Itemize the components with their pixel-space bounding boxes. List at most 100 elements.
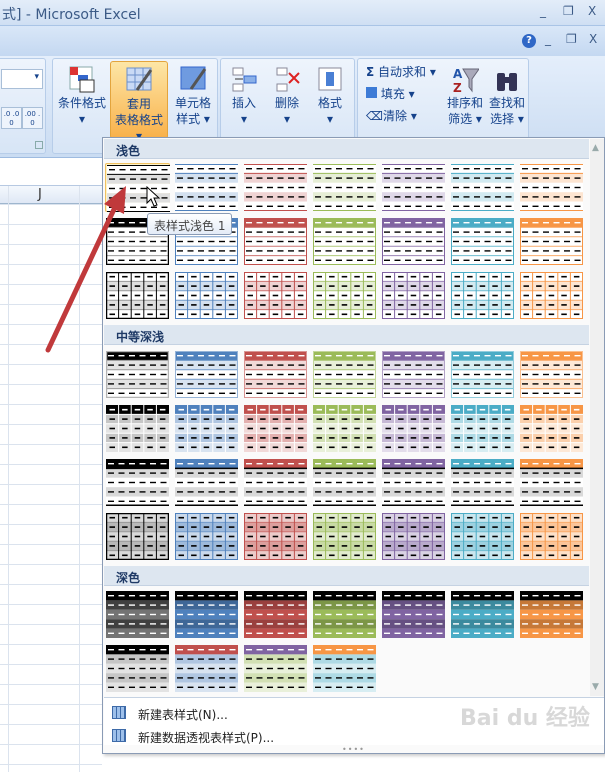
table-style-d1-6[interactable] <box>450 590 515 639</box>
table-style-d1-4[interactable] <box>312 590 377 639</box>
table-style-m1-4[interactable] <box>312 350 377 399</box>
table-style-l3-5[interactable] <box>381 271 446 320</box>
table-style-m1-6[interactable] <box>450 350 515 399</box>
table-style-l1-7[interactable] <box>519 163 584 212</box>
table-style-m1-7[interactable] <box>519 350 584 399</box>
increase-decimal-button[interactable]: .0 .00 <box>1 107 22 129</box>
table-style-l3-4[interactable] <box>312 271 377 320</box>
format-as-table-button[interactable]: 套用 表格格式 ▾ <box>110 61 168 143</box>
table-style-l3-6[interactable] <box>450 271 515 320</box>
baidu-watermark: Bai du 经验 <box>460 706 590 731</box>
new-table-style-item[interactable]: 新建表样式(N)... <box>138 708 228 722</box>
cell-styles-button[interactable]: 单元格 样式 ▾ <box>170 61 216 137</box>
help-icon[interactable]: ? <box>522 34 536 48</box>
table-style-l1-6[interactable] <box>450 163 515 212</box>
format-button[interactable]: 格式 ▾ <box>309 61 351 137</box>
table-style-m2-6[interactable] <box>450 404 515 453</box>
clear-button[interactable]: ⌫清除 ▾ <box>366 107 417 124</box>
table-style-m3-1[interactable] <box>105 458 170 507</box>
table-style-l1-3[interactable] <box>243 163 308 212</box>
decrease-decimal-button[interactable]: .00 .0 <box>22 107 43 129</box>
table-style-l1-1[interactable] <box>105 163 170 212</box>
table-style-m1-3[interactable] <box>243 350 308 399</box>
table-style-m2-5[interactable] <box>381 404 446 453</box>
table-style-d1-5[interactable] <box>381 590 446 639</box>
table-style-m4-7[interactable] <box>519 512 584 561</box>
table-style-m2-1[interactable] <box>105 404 170 453</box>
table-style-m2-2[interactable] <box>174 404 239 453</box>
table-style-l3-2[interactable] <box>174 271 239 320</box>
new-pivot-style-icon <box>112 729 126 742</box>
section-dark: 深色 <box>104 566 589 586</box>
table-style-d2-2[interactable] <box>174 644 239 693</box>
table-style-l1-4[interactable] <box>312 163 377 212</box>
table-style-d2-4[interactable] <box>312 644 377 693</box>
insert-button[interactable]: 插入 ▾ <box>223 61 265 137</box>
table-style-m1-2[interactable] <box>174 350 239 399</box>
workbook-restore-button[interactable]: ❐ <box>566 32 577 46</box>
workbook-minimize-button[interactable]: _ <box>545 32 551 46</box>
minimize-button[interactable]: _ <box>540 4 546 18</box>
workbook-close-button[interactable]: X <box>589 32 598 46</box>
table-style-m1-5[interactable] <box>381 350 446 399</box>
dialog-launcher-icon[interactable] <box>35 141 43 149</box>
column-header-j[interactable]: J <box>38 187 42 202</box>
table-style-m3-7[interactable] <box>519 458 584 507</box>
scroll-up-icon[interactable]: ▲ <box>592 143 599 153</box>
table-style-l2-7[interactable] <box>519 217 584 266</box>
formula-bar[interactable] <box>0 158 102 186</box>
table-style-d2-3[interactable] <box>243 644 308 693</box>
table-style-l2-3[interactable] <box>243 217 308 266</box>
table-style-m4-1[interactable] <box>105 512 170 561</box>
scroll-down-icon[interactable]: ▼ <box>592 682 599 692</box>
new-pivot-style-item[interactable]: 新建数据透视表样式(P)... <box>138 731 275 745</box>
conditional-formatting-button[interactable]: 条件格式 ▾ <box>56 61 108 137</box>
button-label: 筛选 <box>448 112 473 126</box>
table-style-m4-3[interactable] <box>243 512 308 561</box>
table-style-l2-4[interactable] <box>312 217 377 266</box>
table-style-l3-7[interactable] <box>519 271 584 320</box>
worksheet-grid[interactable] <box>0 204 102 772</box>
table-style-m4-5[interactable] <box>381 512 446 561</box>
table-style-m2-4[interactable] <box>312 404 377 453</box>
table-style-m3-5[interactable] <box>381 458 446 507</box>
table-style-m2-7[interactable] <box>519 404 584 453</box>
button-label: 选择 <box>490 112 515 126</box>
button-label: 条件格式 <box>57 96 106 110</box>
fill-button[interactable]: 填充 ▾ <box>366 85 415 102</box>
table-style-d1-2[interactable] <box>174 590 239 639</box>
table-style-m3-6[interactable] <box>450 458 515 507</box>
table-style-m4-6[interactable] <box>450 512 515 561</box>
table-style-d1-3[interactable] <box>243 590 308 639</box>
table-style-l1-2[interactable] <box>174 163 239 212</box>
gallery-scrollbar[interactable]: ▲ ▼ <box>590 139 604 696</box>
table-style-l1-5[interactable] <box>381 163 446 212</box>
number-format-select[interactable]: ▾ <box>1 69 43 89</box>
delete-button[interactable]: 删除 ▾ <box>266 61 308 137</box>
table-style-m4-2[interactable] <box>174 512 239 561</box>
insert-cells-icon <box>232 67 257 92</box>
table-style-m3-4[interactable] <box>312 458 377 507</box>
table-style-l3-1[interactable] <box>105 271 170 320</box>
table-style-m2-3[interactable] <box>243 404 308 453</box>
table-style-d1-7[interactable] <box>519 590 584 639</box>
table-style-m3-2[interactable] <box>174 458 239 507</box>
table-style-m4-4[interactable] <box>312 512 377 561</box>
table-style-d2-1[interactable] <box>105 644 170 693</box>
cell-brush-icon <box>180 66 207 90</box>
table-style-d1-1[interactable] <box>105 590 170 639</box>
autosum-button[interactable]: Σ 自动求和 ▾ <box>366 63 436 80</box>
table-style-l3-3[interactable] <box>243 271 308 320</box>
table-style-l2-6[interactable] <box>450 217 515 266</box>
restore-button[interactable]: ❐ <box>563 4 574 18</box>
column-divider <box>8 186 9 772</box>
find-select-button[interactable]: 查找和 选择 ▾ <box>486 61 528 137</box>
table-style-l2-5[interactable] <box>381 217 446 266</box>
table-style-m1-1[interactable] <box>105 350 170 399</box>
close-button[interactable]: X <box>588 4 597 18</box>
resize-grip[interactable]: •••• <box>342 745 365 754</box>
sigma-icon: Σ <box>366 65 375 79</box>
table-style-m3-3[interactable] <box>243 458 308 507</box>
button-label: 表格格式 <box>114 113 163 127</box>
